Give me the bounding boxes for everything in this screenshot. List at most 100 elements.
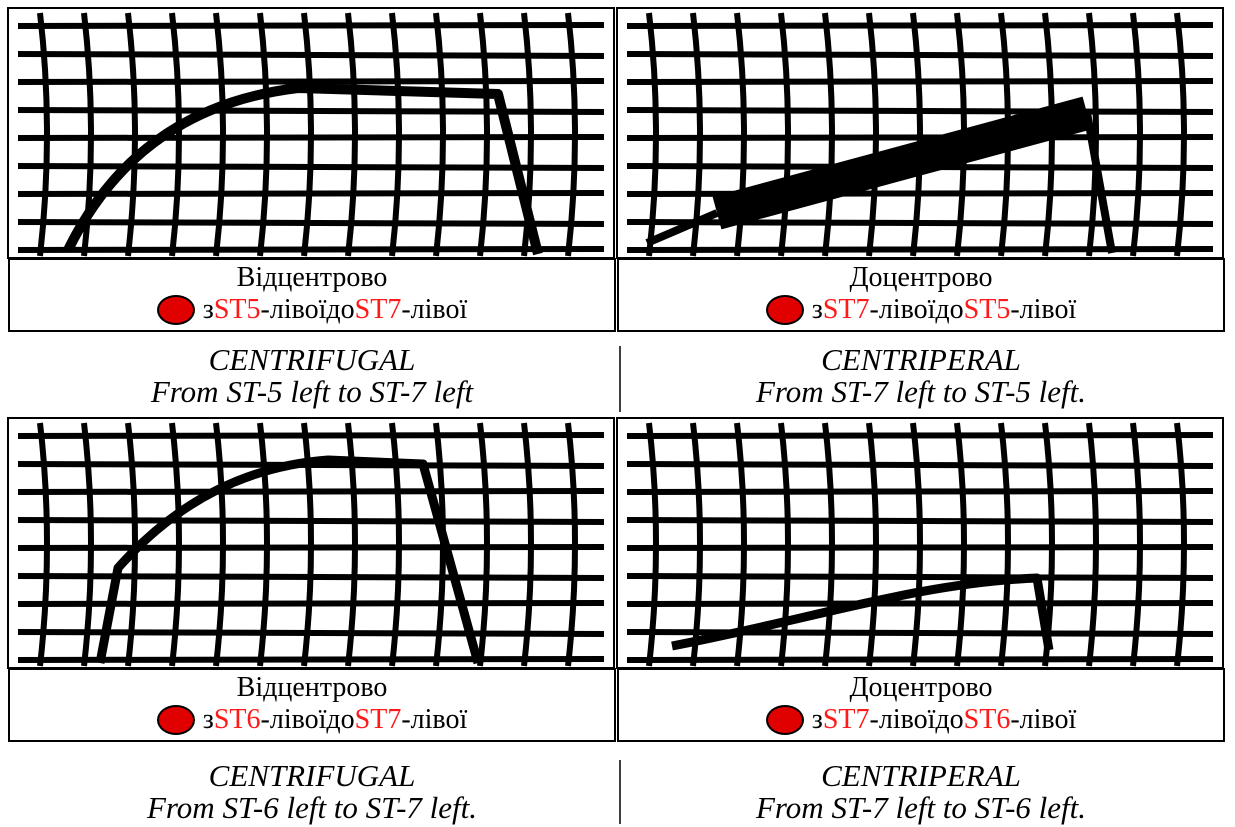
caption-text: From ST-7 left to ST-5 left. [755, 374, 1087, 409]
caption-text: From ST-6 left to ST-7 left. [146, 790, 478, 825]
grid-line [1130, 422, 1143, 667]
grid-line [17, 246, 605, 253]
label-box: Доцентрово з ST7 -лівої до ST6 -лівої [617, 668, 1225, 742]
grid-line [433, 12, 446, 257]
grid-line [778, 12, 791, 257]
grid-line [345, 12, 358, 257]
grid-line [646, 12, 659, 257]
grid-line [1174, 12, 1187, 257]
grid-line [866, 422, 879, 667]
from-suffix: -лівої [260, 704, 327, 735]
grid-line [778, 422, 791, 667]
grid-line [626, 219, 1214, 227]
to-suffix: -лівої [1010, 704, 1077, 735]
grid-line [345, 422, 358, 667]
grid-line [690, 422, 703, 667]
grid-line [17, 22, 605, 29]
grid-line [301, 422, 314, 667]
to-suffix: -лівої [401, 294, 468, 325]
from-station: ST6 [213, 704, 261, 735]
to-station: ST7 [354, 704, 402, 735]
caption-title: CENTRIPERAL [821, 342, 1021, 377]
grid-line [389, 12, 402, 257]
grid-line [734, 12, 747, 257]
label-box: Доцентрово з ST7 -лівої до ST5 -лівої [617, 258, 1225, 332]
grid-line [822, 422, 835, 667]
grid-line [17, 629, 605, 637]
grid-line [169, 12, 182, 257]
panel-heading: Відцентрово [236, 262, 388, 293]
caption: CENTRIFUGAL From ST-6 left to ST-7 left. [8, 760, 616, 824]
panel-heading: Доцентрово [849, 262, 993, 293]
to-prefix: до [326, 704, 355, 735]
grid-line [910, 422, 923, 667]
grid-line [477, 422, 490, 667]
caption-text: From ST-7 left to ST-6 left. [755, 790, 1087, 825]
grid-line [125, 12, 138, 257]
to-station: ST7 [354, 294, 402, 325]
label-box: Відцентрово з ST5 -лівої до ST7 -лівої [8, 258, 616, 332]
grid-line [521, 422, 534, 667]
grid-line [954, 422, 967, 667]
trace [63, 83, 543, 256]
caption-title: CENTRIFUGAL [208, 342, 416, 377]
to-station: ST5 [963, 294, 1011, 325]
grid-line [169, 422, 182, 667]
from-suffix: -лівої [869, 294, 936, 325]
caption: CENTRIFUGAL From ST-5 left to ST-7 left [8, 344, 616, 408]
from-prefix: з [202, 294, 214, 325]
trace [95, 455, 483, 665]
grid-line [565, 12, 578, 257]
to-suffix: -лівої [401, 704, 468, 735]
grid-line [17, 219, 605, 227]
grid-line [998, 422, 1011, 667]
grid-line [910, 12, 923, 257]
grid-line [37, 12, 50, 257]
grid-line [626, 432, 1214, 439]
grid-line [81, 422, 94, 667]
from-station: ST7 [822, 294, 870, 325]
direction-line: з ST7 -лівої до ST6 -лівої [619, 704, 1223, 736]
direction-line: з ST6 -лівої до ST7 -лівої [10, 704, 614, 736]
from-prefix: з [811, 704, 823, 735]
marker-dot [156, 705, 195, 735]
grid-line [866, 12, 879, 257]
grid-line [1130, 12, 1143, 257]
panel-heading: Доцентрово [849, 672, 993, 703]
grid-line [565, 422, 578, 667]
from-station: ST5 [213, 294, 261, 325]
caption-text: From ST-5 left to ST-7 left [150, 374, 474, 409]
trace [671, 573, 1054, 651]
grid-line [213, 422, 226, 667]
to-prefix: до [326, 294, 355, 325]
grid-line [389, 422, 402, 667]
to-prefix: до [935, 704, 964, 735]
grid-line [37, 422, 50, 667]
grid-line [213, 12, 226, 257]
grid-line [626, 656, 1214, 663]
caption: CENTRIPERAL From ST-7 left to ST-5 left. [617, 344, 1225, 408]
from-prefix: з [811, 294, 823, 325]
panel-heading: Відцентрово [236, 672, 388, 703]
caption-title: CENTRIPERAL [821, 758, 1021, 793]
from-suffix: -лівої [869, 704, 936, 735]
marker-dot [765, 705, 804, 735]
trace [712, 96, 1092, 230]
grid-line [646, 422, 659, 667]
grid-line [626, 22, 1214, 29]
grid-line [822, 12, 835, 257]
grid-line [477, 12, 490, 257]
to-station: ST6 [963, 704, 1011, 735]
from-station: ST7 [822, 704, 870, 735]
to-suffix: -лівої [1010, 294, 1077, 325]
to-prefix: до [935, 294, 964, 325]
marker-dot [765, 295, 804, 325]
grid-line [257, 422, 270, 667]
grid-line [1174, 422, 1187, 667]
from-prefix: з [202, 704, 214, 735]
direction-line: з ST5 -лівої до ST7 -лівої [10, 294, 614, 326]
caption: CENTRIPERAL From ST-7 left to ST-6 left. [617, 760, 1225, 824]
direction-line: з ST7 -лівої до ST5 -лівої [619, 294, 1223, 326]
from-suffix: -лівої [260, 294, 327, 325]
